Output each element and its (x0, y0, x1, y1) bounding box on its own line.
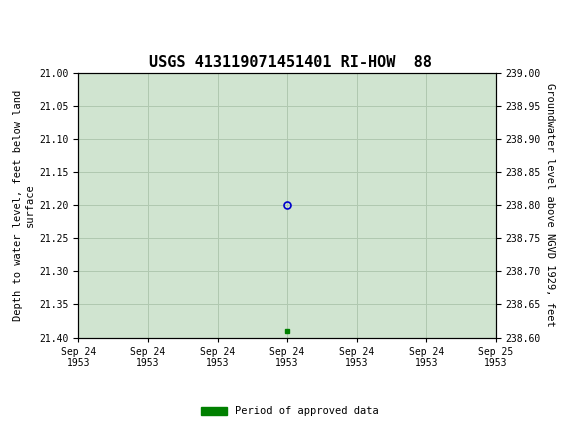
Y-axis label: Groundwater level above NGVD 1929, feet: Groundwater level above NGVD 1929, feet (545, 83, 555, 327)
Legend: Period of approved data: Period of approved data (197, 402, 383, 421)
Text: USGS 413119071451401 RI-HOW  88: USGS 413119071451401 RI-HOW 88 (148, 55, 432, 70)
Y-axis label: Depth to water level, feet below land
surface: Depth to water level, feet below land su… (13, 90, 35, 321)
Text: USGS: USGS (75, 14, 130, 31)
